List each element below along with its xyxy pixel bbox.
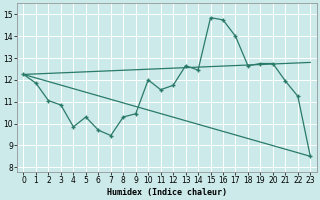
X-axis label: Humidex (Indice chaleur): Humidex (Indice chaleur): [107, 188, 227, 197]
